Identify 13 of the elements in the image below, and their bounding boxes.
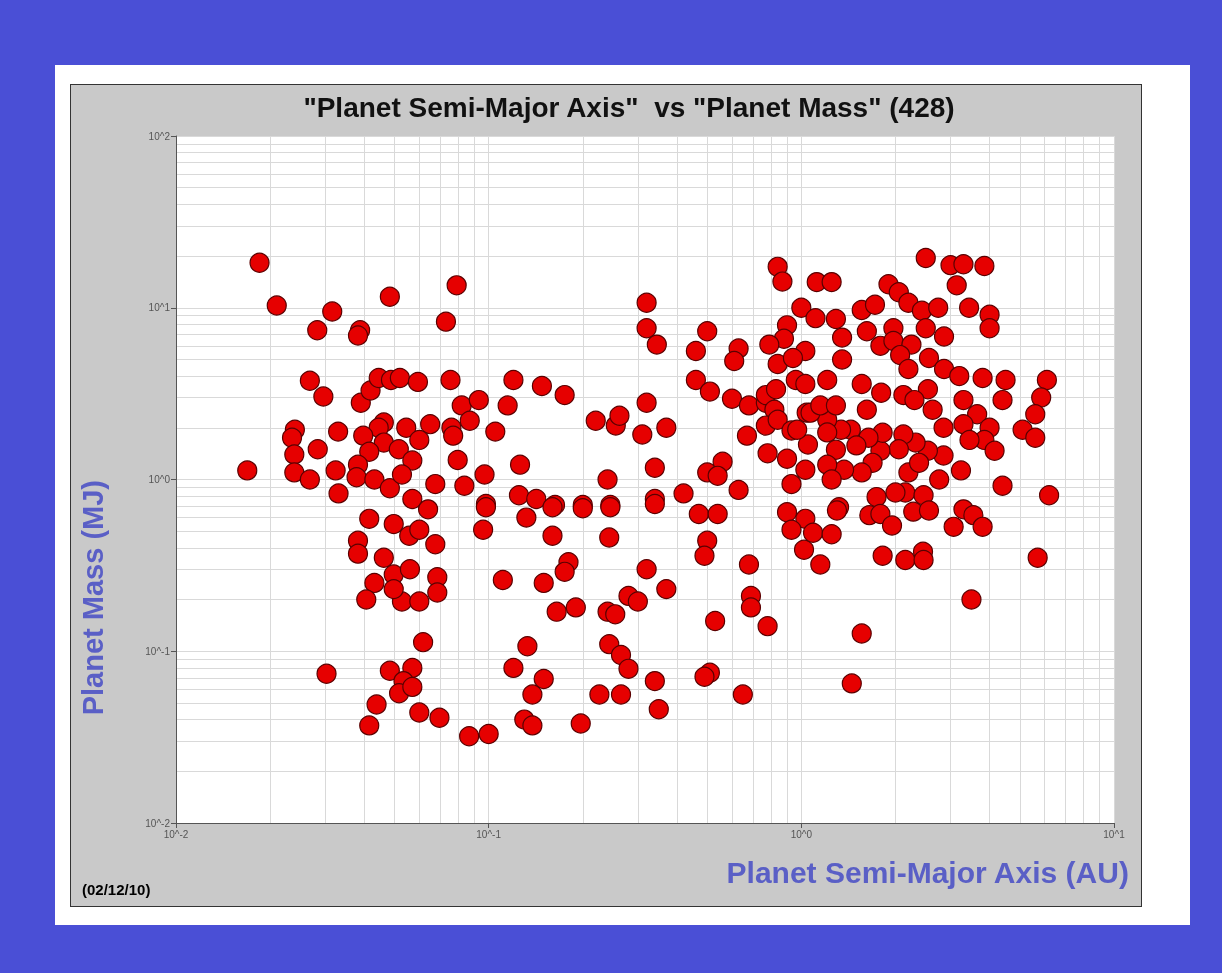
y-tick-label: 10^2 [148, 130, 171, 142]
y-tick-label: 10^1 [148, 302, 171, 314]
x-tick-label: 10^0 [790, 828, 813, 840]
y-tick-label: 10^0 [148, 474, 171, 485]
y-tick-label: 10^-2 [145, 817, 171, 829]
chart-title: "Planet Semi-Major Axis" vs "Planet Mass" (428) [303, 91, 955, 123]
x-axis-title: Planet Semi-Major Axis (AU) [726, 855, 1129, 889]
y-tick-label: 10^-1 [145, 645, 171, 657]
x-tick-label: 10^-2 [163, 828, 189, 840]
x-tick-label: 10^1 [1103, 828, 1126, 840]
x-tick-label: 10^-1 [476, 828, 502, 840]
text: (02/12/10) [82, 881, 151, 898]
y-axis-title: Planet Mass (MJ) [76, 479, 109, 716]
